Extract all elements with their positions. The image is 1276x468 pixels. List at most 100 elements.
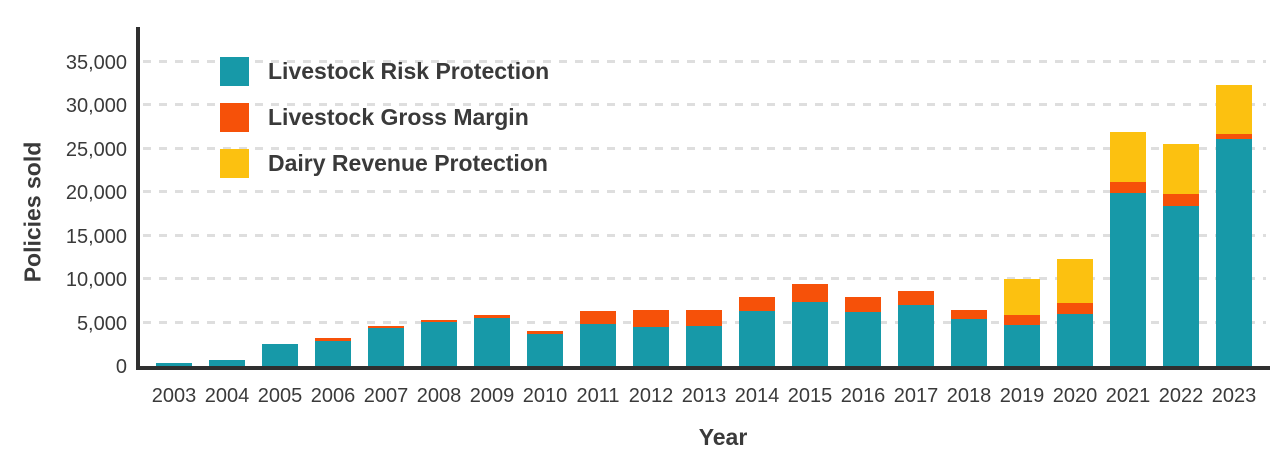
x-tick-label-2004: 2004 bbox=[204, 385, 250, 407]
legend-label: Livestock Risk Protection bbox=[268, 58, 550, 84]
bar-segment bbox=[898, 305, 934, 366]
bar-segment bbox=[1216, 85, 1252, 135]
x-tick-label-2014: 2014 bbox=[734, 385, 780, 407]
bar-2012 bbox=[633, 309, 669, 366]
y-tick-label-20000: 20,000 bbox=[65, 182, 127, 205]
bar-2016 bbox=[845, 297, 881, 366]
y-tick-label-10000: 10,000 bbox=[65, 269, 127, 292]
bar-2011 bbox=[580, 311, 616, 366]
gridline-25000 bbox=[143, 146, 1266, 150]
y-tick-label-25000: 25,000 bbox=[65, 138, 127, 161]
bar-segment bbox=[421, 319, 457, 322]
legend-item-livestock-risk-protection: Livestock Risk Protection bbox=[220, 57, 549, 86]
bar-segment bbox=[845, 297, 881, 312]
bar-segment bbox=[1110, 193, 1146, 366]
legend-item-dairy-revenue-protection: Dairy Revenue Protection bbox=[220, 149, 549, 178]
bar-segment bbox=[739, 297, 775, 312]
x-tick-label-2020: 2020 bbox=[1052, 385, 1098, 407]
bar-segment bbox=[1163, 206, 1199, 366]
bar-segment bbox=[156, 362, 192, 366]
bar-2008 bbox=[421, 319, 457, 366]
bar-2023 bbox=[1216, 85, 1252, 366]
bar-segment bbox=[1216, 134, 1252, 140]
bar-segment bbox=[1057, 313, 1093, 366]
bar-segment bbox=[792, 301, 828, 366]
bar-segment bbox=[262, 344, 298, 366]
x-tick-label-2007: 2007 bbox=[363, 385, 409, 407]
y-tick-label-35000: 35,000 bbox=[65, 52, 127, 74]
bar-segment bbox=[633, 326, 669, 366]
bar-segment bbox=[421, 321, 457, 366]
bar-2009 bbox=[474, 315, 510, 366]
bar-2019 bbox=[1004, 279, 1040, 366]
bar-2013 bbox=[686, 310, 722, 366]
bar-segment bbox=[527, 330, 563, 334]
x-tick-label-2008: 2008 bbox=[416, 385, 462, 407]
bar-2020 bbox=[1057, 259, 1093, 366]
y-tick-label-5000: 5,000 bbox=[76, 312, 127, 335]
bar-segment bbox=[315, 340, 351, 366]
gridline-35000 bbox=[143, 60, 1266, 63]
bar-segment bbox=[315, 337, 351, 341]
x-tick-label-2009: 2009 bbox=[469, 385, 515, 407]
legend-label: Dairy Revenue Protection bbox=[268, 150, 548, 176]
y-axis-line bbox=[136, 27, 140, 370]
bar-segment bbox=[1004, 325, 1040, 366]
bar-segment bbox=[368, 326, 404, 329]
bar-segment bbox=[686, 310, 722, 326]
bar-segment bbox=[1004, 279, 1040, 315]
bar-segment bbox=[1004, 314, 1040, 326]
bar-2018 bbox=[951, 309, 987, 366]
x-tick-label-2022: 2022 bbox=[1158, 385, 1204, 407]
x-tick-label-2010: 2010 bbox=[522, 385, 568, 407]
bar-2007 bbox=[368, 326, 404, 366]
bar-segment bbox=[845, 311, 881, 366]
y-axis-title: Policies sold bbox=[19, 141, 46, 283]
bar-segment bbox=[1057, 259, 1093, 304]
bar-segment bbox=[951, 309, 987, 320]
x-tick-label-2017: 2017 bbox=[893, 385, 939, 407]
bar-segment bbox=[580, 311, 616, 325]
bar-segment bbox=[474, 317, 510, 366]
bar-segment bbox=[739, 311, 775, 366]
gridline-30000 bbox=[143, 103, 1266, 107]
bar-2010 bbox=[527, 330, 563, 366]
bar-segment bbox=[792, 283, 828, 302]
legend-swatch-orange-icon bbox=[220, 103, 249, 132]
legend: Livestock Risk Protection Livestock Gros… bbox=[220, 57, 549, 195]
bar-segment bbox=[474, 315, 510, 318]
y-tick-label-0: 0 bbox=[115, 356, 127, 378]
bar-2021 bbox=[1110, 131, 1146, 366]
x-tick-label-2019: 2019 bbox=[999, 385, 1045, 407]
bar-segment bbox=[1057, 303, 1093, 314]
legend-swatch-yellow-icon bbox=[220, 149, 249, 178]
y-tick-label-30000: 30,000 bbox=[65, 95, 127, 118]
bar-2017 bbox=[898, 291, 934, 366]
bar-segment bbox=[951, 319, 987, 366]
bar-2006 bbox=[315, 337, 351, 366]
gridline-10000 bbox=[143, 277, 1266, 281]
x-tick-label-2021: 2021 bbox=[1105, 385, 1151, 407]
bar-segment bbox=[1163, 143, 1199, 195]
legend-label: Livestock Gross Margin bbox=[268, 104, 529, 130]
bar-segment bbox=[1163, 194, 1199, 207]
x-tick-label-2003: 2003 bbox=[151, 385, 197, 407]
plot-area bbox=[140, 60, 1266, 366]
legend-swatch-teal-icon bbox=[220, 57, 249, 86]
bar-segment bbox=[686, 325, 722, 366]
legend-item-livestock-gross-margin: Livestock Gross Margin bbox=[220, 103, 549, 132]
y-tick-label-15000: 15,000 bbox=[65, 225, 127, 248]
x-tick-label-2005: 2005 bbox=[257, 385, 303, 407]
x-tick-label-2018: 2018 bbox=[946, 385, 992, 407]
bar-segment bbox=[368, 328, 404, 366]
bar-segment bbox=[580, 324, 616, 366]
bar-2022 bbox=[1163, 143, 1199, 366]
bar-segment bbox=[1110, 131, 1146, 182]
x-tick-label-2015: 2015 bbox=[787, 385, 833, 407]
bar-segment bbox=[1216, 139, 1252, 366]
x-tick-label-2016: 2016 bbox=[840, 385, 886, 407]
bar-2014 bbox=[739, 297, 775, 366]
x-tick-label-2006: 2006 bbox=[310, 385, 356, 407]
x-axis-line bbox=[136, 366, 1270, 370]
